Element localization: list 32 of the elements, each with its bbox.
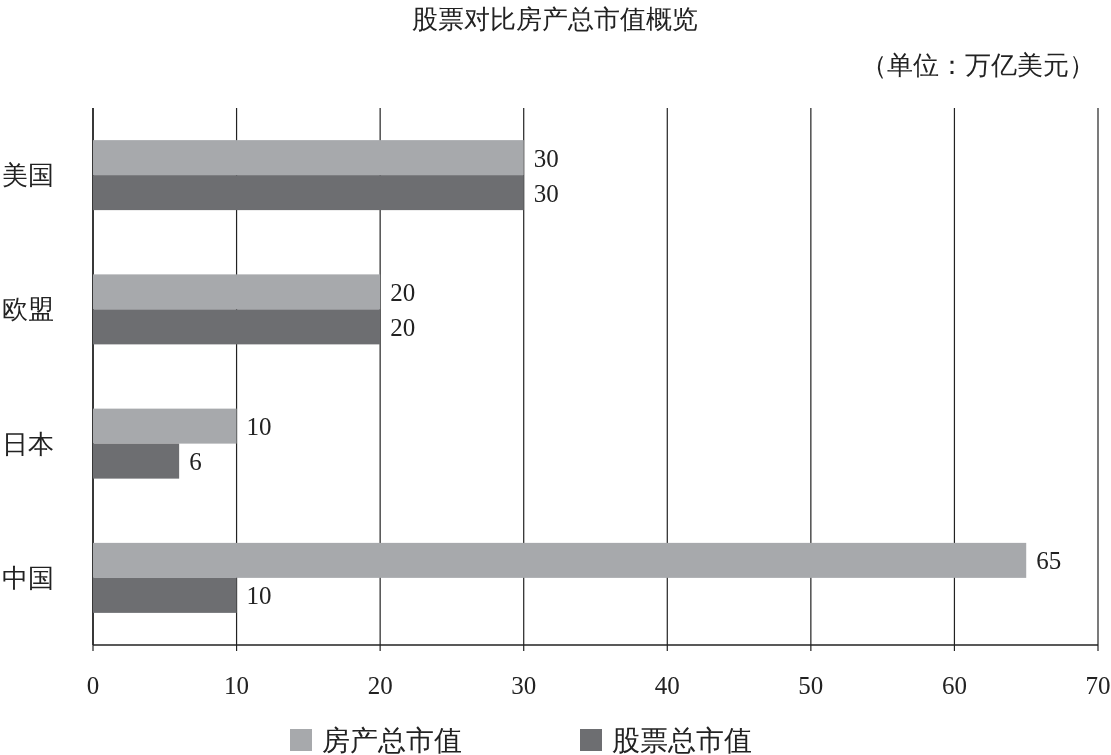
data-label: 10 xyxy=(246,582,272,610)
legend-label: 股票总市值 xyxy=(612,725,752,755)
bar xyxy=(93,140,524,176)
x-tick-label: 60 xyxy=(941,672,967,699)
bar xyxy=(93,175,524,211)
data-label: 65 xyxy=(1036,547,1062,575)
bar xyxy=(93,443,180,479)
bar xyxy=(93,408,237,444)
data-label: 30 xyxy=(533,179,559,207)
data-label: 10 xyxy=(246,413,272,441)
chart-title: 股票对比房产总市值概览 xyxy=(412,5,698,34)
x-tick-label: 70 xyxy=(1085,672,1111,699)
y-tick-label: 日本 xyxy=(2,429,54,459)
x-tick-label: 10 xyxy=(224,672,250,699)
data-label: 6 xyxy=(189,448,202,476)
text: （单位：万亿美元） xyxy=(861,51,1095,80)
x-tick-label: 30 xyxy=(511,672,537,699)
bar xyxy=(93,274,381,310)
y-tick-label: 美国 xyxy=(2,161,54,191)
x-tick-label: 20 xyxy=(367,672,393,699)
legend-label: 房产总市值 xyxy=(322,725,462,755)
data-label: 20 xyxy=(390,313,416,341)
bar xyxy=(93,309,381,345)
bar xyxy=(93,542,1027,578)
x-tick-label: 40 xyxy=(654,672,680,699)
x-tick-label: 50 xyxy=(798,672,824,699)
data-label: 20 xyxy=(390,278,416,306)
data-label: 30 xyxy=(533,144,559,172)
y-tick-label: 欧盟 xyxy=(2,295,54,325)
x-tick-label: 0 xyxy=(86,672,100,699)
bar xyxy=(93,577,237,613)
y-tick-label: 中国 xyxy=(2,563,54,593)
